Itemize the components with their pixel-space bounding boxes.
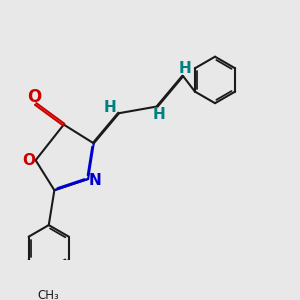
Text: H: H — [152, 107, 165, 122]
Text: O: O — [27, 88, 41, 106]
Text: O: O — [22, 153, 35, 168]
Text: H: H — [178, 61, 191, 76]
Text: H: H — [103, 100, 116, 115]
Text: CH₃: CH₃ — [38, 289, 60, 300]
Text: N: N — [88, 172, 101, 188]
